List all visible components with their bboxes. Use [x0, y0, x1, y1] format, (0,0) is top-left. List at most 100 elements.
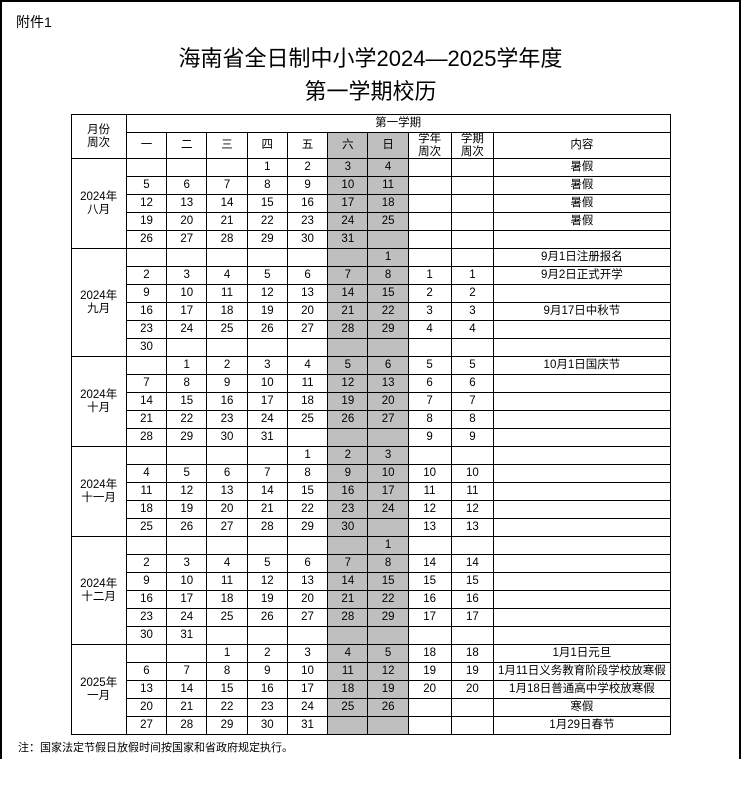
day-cell: 9 [287, 177, 327, 195]
year-week-cell [408, 447, 451, 465]
day-cell [167, 159, 207, 177]
year-week-cell: 20 [408, 681, 451, 699]
content-cell [494, 411, 670, 429]
content-cell: 1月1日元旦 [494, 645, 670, 663]
sem-week-cell: 13 [451, 519, 494, 537]
table-row: 111213141516171111 [71, 483, 670, 501]
table-row: 1415161718192077 [71, 393, 670, 411]
day-cell: 2 [126, 555, 166, 573]
day-cell [167, 249, 207, 267]
year-week-cell: 19 [408, 663, 451, 681]
sem-week-cell: 7 [451, 393, 494, 411]
day-cell: 18 [368, 195, 408, 213]
year-week-cell: 11 [408, 483, 451, 501]
day-cell: 13 [207, 483, 247, 501]
day-cell: 1 [247, 159, 287, 177]
day-cell [247, 627, 287, 645]
year-week-cell: 2 [408, 285, 451, 303]
day-cell: 24 [167, 609, 207, 627]
content-cell: 9月17日中秋节 [494, 303, 670, 321]
day-cell: 12 [247, 285, 287, 303]
day-cell [368, 717, 408, 735]
table-row: 1314151617181920201月18日普通高中学校放寒假 [71, 681, 670, 699]
day-cell: 13 [167, 195, 207, 213]
table-row: 7891011121366 [71, 375, 670, 393]
day-cell: 15 [207, 681, 247, 699]
content-cell [494, 339, 670, 357]
sem-week-cell [451, 177, 494, 195]
sem-week-cell: 4 [451, 321, 494, 339]
day-cell: 8 [247, 177, 287, 195]
day-cell: 7 [207, 177, 247, 195]
sem-week-cell: 12 [451, 501, 494, 519]
day-cell: 24 [247, 411, 287, 429]
day-cell: 29 [368, 609, 408, 627]
day-cell [247, 447, 287, 465]
content-cell [494, 465, 670, 483]
day-cell [287, 249, 327, 267]
attachment-label: 附件1 [16, 12, 727, 32]
header-semester: 第一学期 [126, 115, 670, 133]
header-days-row: 一二三四五六日学年周次学期周次内容 [71, 133, 670, 159]
day-cell: 11 [126, 483, 166, 501]
day-cell: 3 [368, 447, 408, 465]
sem-week-cell [451, 537, 494, 555]
day-cell [207, 249, 247, 267]
day-cell [167, 645, 207, 663]
day-cell: 25 [287, 411, 327, 429]
sem-week-cell: 9 [451, 429, 494, 447]
month-label: 2024年十月 [71, 357, 126, 447]
day-cell: 1 [368, 537, 408, 555]
day-cell: 23 [328, 501, 368, 519]
day-cell: 17 [368, 483, 408, 501]
day-cell: 30 [328, 519, 368, 537]
table-row: 3031 [71, 627, 670, 645]
day-cell: 19 [368, 681, 408, 699]
day-cell: 25 [328, 699, 368, 717]
day-cell: 21 [328, 591, 368, 609]
day-cell: 11 [368, 177, 408, 195]
day-cell [126, 645, 166, 663]
footnote: 注：国家法定节假日放假时间按国家和省政府规定执行。 [18, 739, 727, 755]
content-cell: 9月1日注册报名 [494, 249, 670, 267]
day-cell: 11 [287, 375, 327, 393]
table-row: 2526272829301313 [71, 519, 670, 537]
day-cell: 14 [247, 483, 287, 501]
day-cell: 31 [247, 429, 287, 447]
day-cell: 5 [167, 465, 207, 483]
day-cell: 26 [247, 609, 287, 627]
calendar-head: 月份周次 第一学期 一二三四五六日学年周次学期周次内容 [71, 115, 670, 159]
day-cell: 4 [368, 159, 408, 177]
day-cell: 20 [287, 591, 327, 609]
day-cell: 20 [207, 501, 247, 519]
day-cell: 27 [287, 609, 327, 627]
content-cell: 暑假 [494, 195, 670, 213]
sem-week-cell: 8 [451, 411, 494, 429]
sem-week-cell [451, 699, 494, 717]
day-cell: 17 [167, 303, 207, 321]
day-cell: 9 [247, 663, 287, 681]
day-cell: 26 [247, 321, 287, 339]
content-cell: 1月29日春节 [494, 717, 670, 735]
day-cell: 23 [126, 609, 166, 627]
day-cell: 4 [328, 645, 368, 663]
day-cell [167, 339, 207, 357]
content-cell: 暑假 [494, 177, 670, 195]
sem-week-cell [451, 717, 494, 735]
day-cell: 25 [207, 321, 247, 339]
day-cell: 9 [126, 285, 166, 303]
table-row: 181920212223241212 [71, 501, 670, 519]
year-week-cell [408, 177, 451, 195]
day-cell [207, 159, 247, 177]
header-day-5: 六 [328, 133, 368, 159]
day-cell: 5 [247, 555, 287, 573]
table-row: 2024年十二月1 [71, 537, 670, 555]
day-cell: 9 [207, 375, 247, 393]
calendar-wrap: 月份周次 第一学期 一二三四五六日学年周次学期周次内容 2024年八月1234暑… [14, 114, 727, 735]
day-cell: 21 [247, 501, 287, 519]
day-cell: 19 [167, 501, 207, 519]
year-week-cell: 18 [408, 645, 451, 663]
day-cell: 2 [126, 267, 166, 285]
header-sem-week: 学期周次 [451, 133, 494, 159]
content-cell [494, 429, 670, 447]
